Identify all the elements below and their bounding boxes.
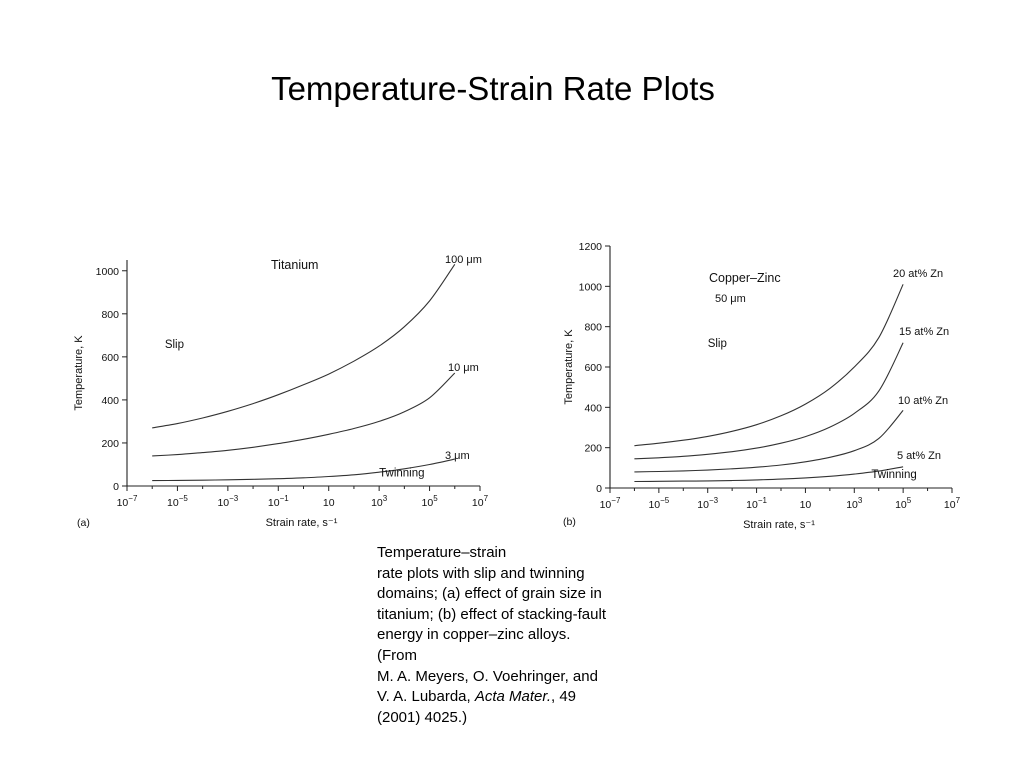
series-label: 100 μm (445, 254, 482, 266)
series-line (152, 458, 455, 482)
x-tick-label: 10−1 (746, 496, 767, 511)
x-tick-label: 10−1 (268, 494, 289, 509)
x-tick-label: 10−5 (167, 494, 188, 509)
y-axis-label: Temperature, K (563, 329, 575, 405)
figure-caption: Temperature–strain rate plots with slip … (377, 543, 647, 728)
y-tick-label: 400 (584, 402, 602, 414)
x-tick-label: 103 (846, 496, 863, 511)
caption-line: rate plots with slip and twinning (377, 564, 585, 582)
chart-subtitle: 50 μm (715, 293, 746, 305)
caption-authors: V. A. Lubarda, (377, 688, 475, 706)
y-tick-label: 800 (584, 322, 602, 334)
y-axis-label: Temperature, K (73, 335, 85, 411)
series-label: 10 μm (448, 362, 479, 374)
caption-line: Temperature–strain (377, 544, 507, 561)
series-label: 5 at% Zn (897, 450, 941, 462)
x-tick-label: 103 (371, 494, 388, 509)
series-line (152, 372, 456, 457)
caption-line: (From (377, 646, 417, 664)
domain-label: Slip (708, 338, 727, 350)
x-tick-label: 105 (895, 496, 912, 511)
series-line (634, 342, 904, 460)
y-tick-label: 200 (101, 438, 119, 450)
caption-line: M. A. Meyers, O. Voehringer, and (377, 667, 598, 685)
x-tick-label: 107 (944, 496, 961, 511)
caption-line: (2001) 4025.) (377, 708, 468, 726)
chart-copper-zinc: 0 200 400 600 800 1000 1200 10−7 10−5 10−3 10−1 10 1… (563, 241, 961, 531)
chart-title: Copper–Zinc (709, 271, 781, 285)
y-tick-label: 1000 (96, 266, 120, 278)
x-axis-label: Strain rate, s⁻¹ (266, 517, 338, 529)
caption-line: domains; (a) effect of grain size in (377, 585, 602, 603)
caption-volume: , 49 (551, 688, 577, 706)
y-tick-label: 200 (584, 443, 602, 455)
slide-title: Temperature-Strain Rate Plots (271, 70, 715, 107)
domain-label: Twinning (871, 469, 916, 481)
series-line (634, 466, 904, 483)
series-label: 10 at% Zn (898, 395, 948, 407)
series-line (634, 284, 904, 447)
panel-label: (a) (77, 517, 90, 529)
caption-line: V. A. Lubarda, Acta Mater., 49 (377, 687, 647, 708)
y-tick-label: 600 (584, 362, 602, 374)
x-tick-label: 105 (422, 494, 439, 509)
caption-line: titanium; (b) effect of stacking-fault (377, 605, 606, 623)
series-label: 20 at% Zn (893, 268, 943, 280)
y-tick-label: 400 (101, 395, 119, 407)
y-tick-label: 1000 (579, 281, 603, 293)
panel-label: (b) (563, 516, 576, 528)
chart-title: Titanium (271, 258, 318, 272)
series-label: 15 at% Zn (899, 326, 949, 338)
y-tick-label: 600 (101, 352, 119, 364)
chart-titanium: 0 200 400 600 800 1000 10−7 10−5 10−3 10−1 10 103 10… (73, 254, 489, 529)
domain-label: Slip (165, 339, 184, 351)
series-label: 3 μm (445, 450, 470, 462)
x-tick-label: 10−3 (217, 494, 238, 509)
series-line (634, 410, 904, 473)
x-axis-label: Strain rate, s⁻¹ (743, 519, 815, 531)
y-tick-label: 800 (101, 309, 119, 321)
caption-journal: Acta Mater. (474, 688, 551, 706)
caption-line: energy in copper–zinc alloys. (377, 626, 571, 644)
x-tick-label: 10−7 (600, 496, 621, 511)
x-tick-label: 107 (472, 494, 489, 509)
y-tick-label: 0 (596, 483, 602, 495)
x-tick-label: 10−7 (117, 494, 138, 509)
x-tick-label: 10−5 (648, 496, 669, 511)
x-tick-label: 10−3 (697, 496, 718, 511)
y-tick-label: 1200 (579, 241, 603, 253)
x-tick-label: 10 (800, 499, 812, 511)
y-tick-label: 0 (113, 481, 119, 493)
x-tick-label: 10 (323, 497, 335, 509)
domain-label: Twinning (379, 467, 424, 479)
series-line (152, 263, 456, 429)
